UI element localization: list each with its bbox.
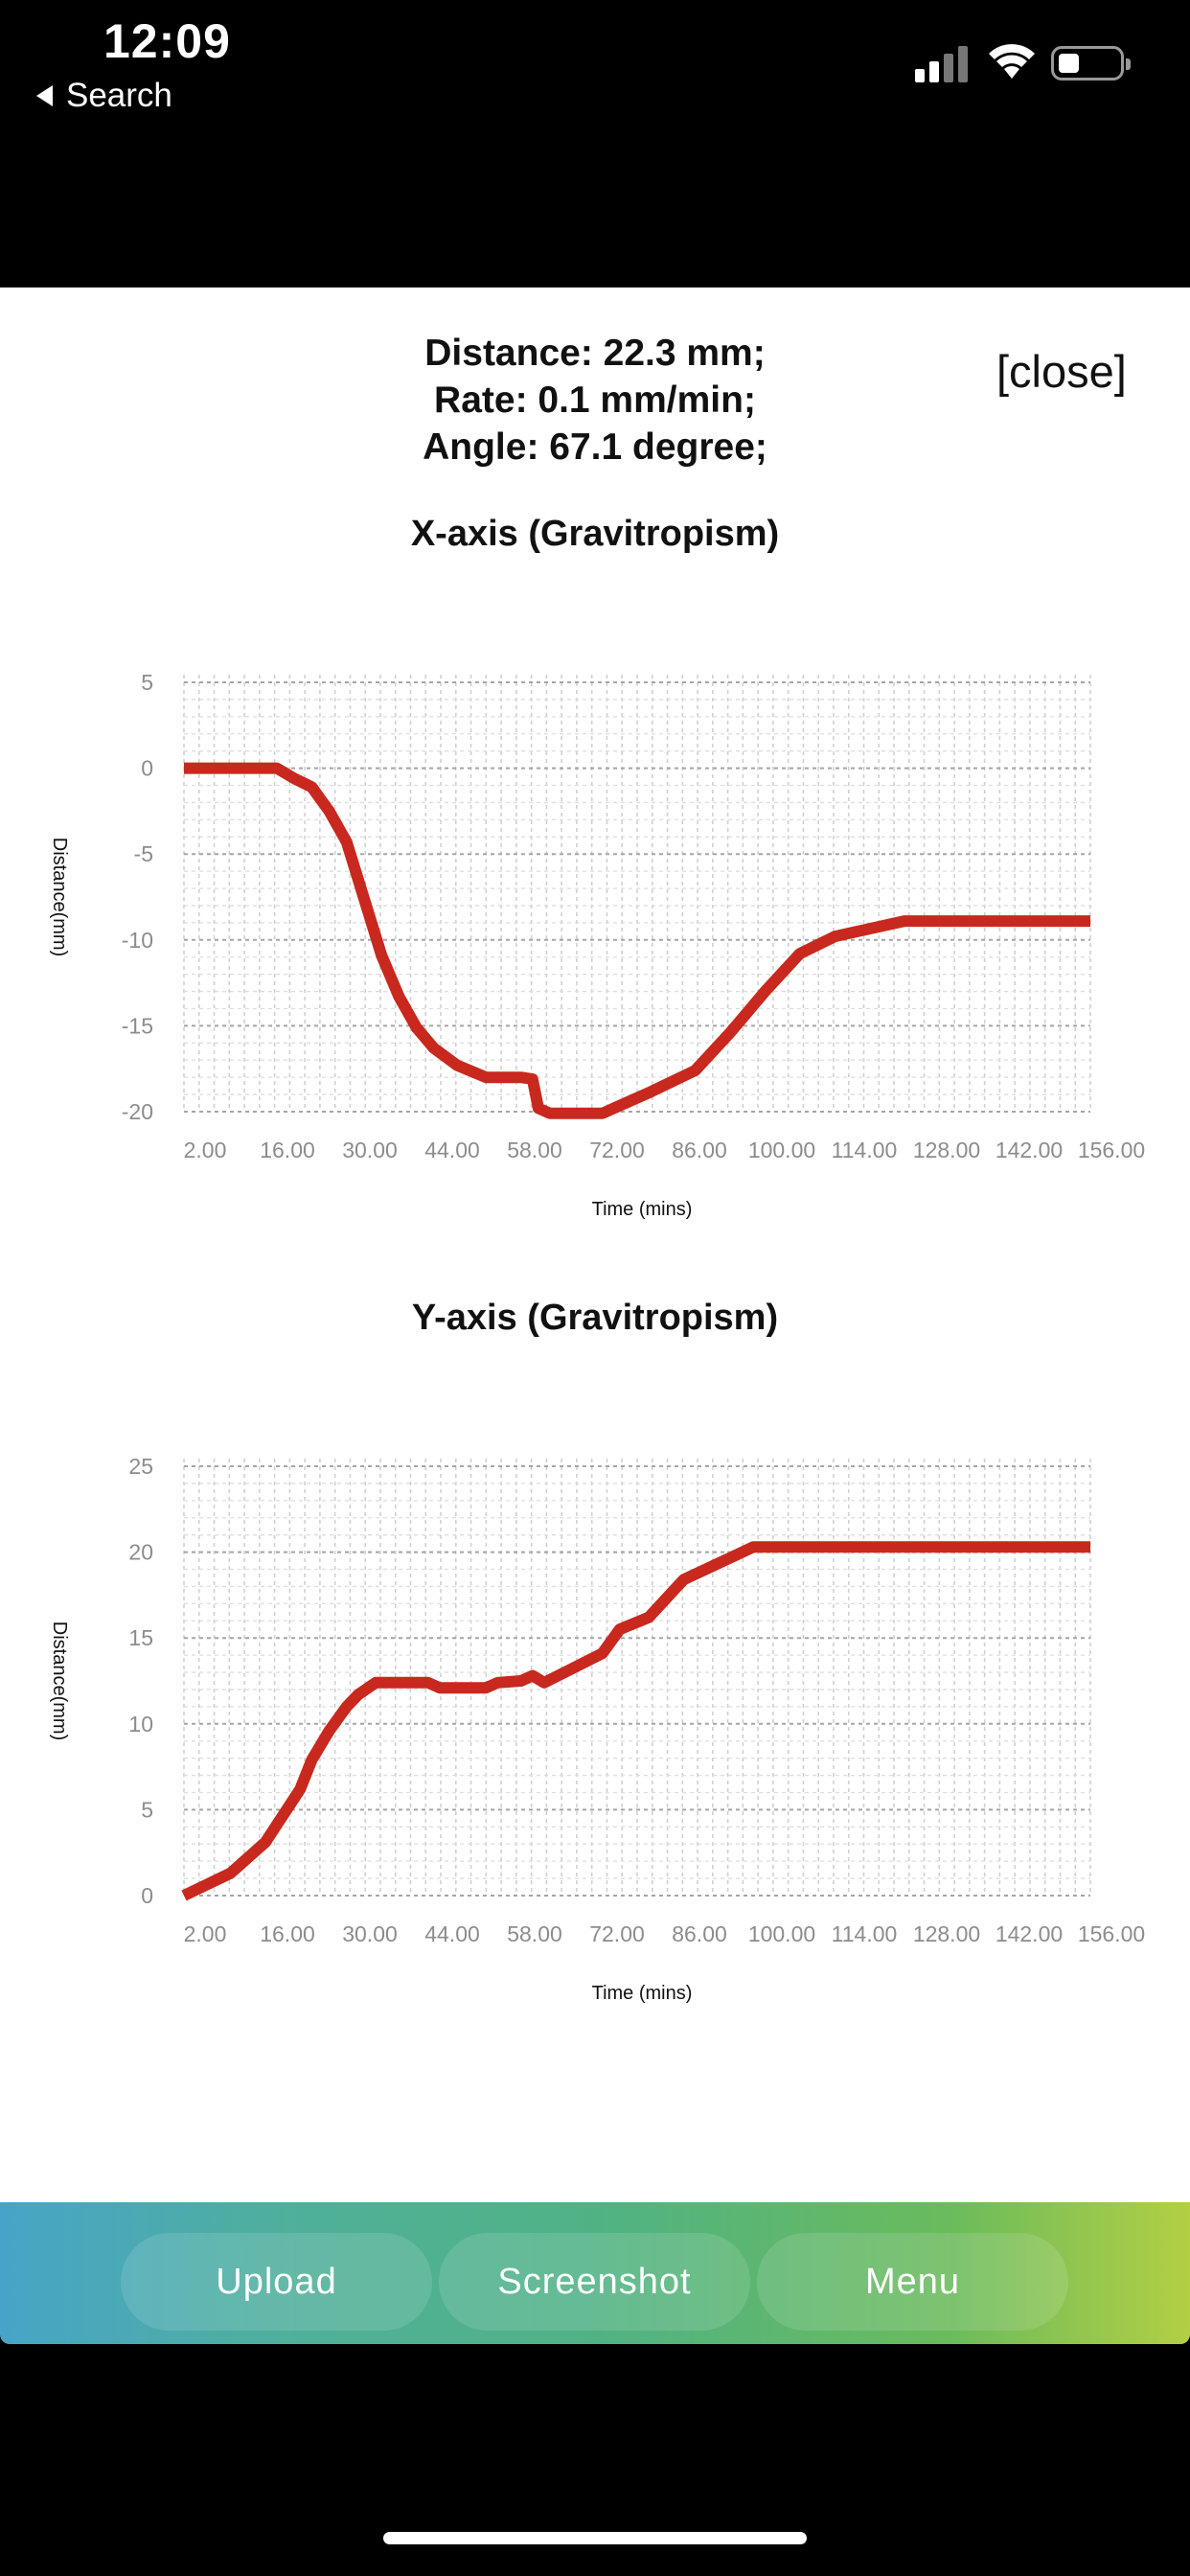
x-tick-label: 2.00 (184, 1921, 227, 1946)
chart-grid (183, 1459, 1091, 1897)
results-panel: Distance: 22.3 mm; Rate: 0.1 mm/min; Ang… (0, 288, 1190, 2202)
y-axis-label: Distance(mm) (49, 1622, 70, 1740)
x-chart-title: X-axis (Gravitropism) (410, 514, 780, 554)
x-tick-label: 44.00 (424, 1921, 480, 1946)
x-tick-label: 86.00 (672, 1921, 727, 1946)
y-axis-label: Distance(mm) (49, 838, 70, 956)
y-chart-title: Y-axis (Gravitropism) (411, 1298, 779, 1338)
menu-button[interactable]: Menu (757, 2233, 1068, 2331)
y-tick-label: 0 (141, 756, 153, 781)
bottom-toolbar: Upload Screenshot Menu (0, 2202, 1190, 2344)
series-line (181, 1541, 1090, 1901)
back-arrow-icon (36, 85, 53, 106)
wifi-icon (989, 44, 1035, 79)
x-tick-label: 72.00 (589, 1921, 645, 1946)
battery-icon (1051, 46, 1131, 80)
y-tick-label: -5 (134, 841, 153, 866)
x-tick-label: 128.00 (913, 1138, 980, 1162)
x-tick-label: 156.00 (1078, 1921, 1145, 1946)
cellular-signal-icon (915, 44, 969, 82)
x-tick-label: 16.00 (260, 1921, 315, 1946)
x-tick-label: 58.00 (507, 1921, 562, 1946)
x-tick-label: 100.00 (748, 1921, 815, 1946)
y-tick-label: 10 (128, 1712, 153, 1736)
y-tick-label: -20 (122, 1099, 153, 1124)
series-line (184, 762, 1090, 1119)
x-tick-label: 142.00 (995, 1921, 1063, 1946)
x-tick-label: 128.00 (913, 1921, 980, 1946)
x-tick-label: 30.00 (342, 1921, 398, 1946)
y-tick-label: 0 (141, 1883, 153, 1908)
x-axis-label: Time (mins) (592, 1199, 693, 1220)
x-tick-label: 156.00 (1078, 1138, 1145, 1162)
y-tick-label: 5 (141, 1797, 153, 1822)
distance-text: Distance: 22.3 mm; (424, 333, 766, 374)
x-tick-label: 114.00 (832, 1138, 898, 1162)
x-tick-label: 2.00 (184, 1138, 227, 1162)
clock: 12:09 (103, 14, 231, 68)
y-tick-label: 25 (128, 1454, 153, 1479)
x-axis-label: Time (mins) (592, 1983, 693, 2004)
back-to-search[interactable]: Search (36, 77, 172, 115)
x-tick-label: 142.00 (995, 1138, 1063, 1162)
x-tick-label: 44.00 (424, 1138, 480, 1162)
y-tick-label: -15 (122, 1013, 153, 1038)
measurement-summary: Distance: 22.3 mm; Rate: 0.1 mm/min; Ang… (0, 330, 1190, 471)
angle-text: Angle: 67.1 degree; (423, 426, 767, 468)
upload-button[interactable]: Upload (121, 2233, 432, 2331)
x-tick-label: 100.00 (748, 1138, 815, 1162)
x-tick-label: 86.00 (672, 1138, 727, 1162)
x-tick-label: 58.00 (507, 1138, 562, 1162)
y-tick-label: 20 (128, 1540, 153, 1565)
back-label: Search (66, 77, 172, 114)
close-button[interactable]: [close] (996, 346, 1127, 397)
y-tick-label: -10 (122, 928, 153, 953)
y-tick-label: 5 (141, 670, 153, 695)
y-tick-label: 15 (128, 1625, 153, 1650)
x-tick-label: 72.00 (589, 1138, 645, 1162)
screenshot-button[interactable]: Screenshot (439, 2233, 750, 2331)
status-bar: 12:09 Search (0, 0, 1190, 288)
y-axis-chart: 25 20 15 10 5 0 2.00 16.00 30.00 44.00 58.00 72.00 8… (49, 1454, 1145, 2004)
home-indicator[interactable] (383, 2532, 807, 2544)
chart-grid (183, 675, 1091, 1113)
x-axis-chart: 5 0 -5 -10 -15 -20 2.00 16.00 30.00 44.00 58.00 72.… (49, 670, 1145, 1220)
rate-text: Rate: 0.1 mm/min; (434, 380, 756, 421)
x-tick-label: 114.00 (832, 1921, 898, 1946)
x-tick-label: 30.00 (342, 1138, 398, 1162)
x-tick-label: 16.00 (260, 1138, 315, 1162)
